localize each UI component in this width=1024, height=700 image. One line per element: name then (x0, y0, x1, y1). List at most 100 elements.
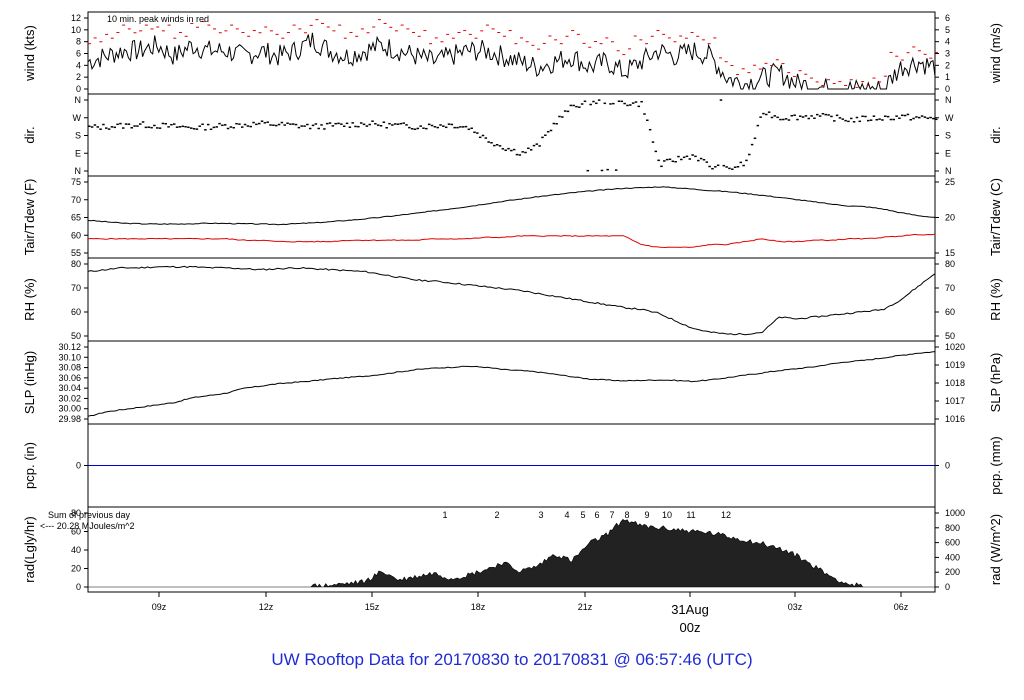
ytick-label-right-dir: N (945, 166, 952, 176)
ytick-label-right-rh: 70 (945, 283, 955, 293)
ytick-label-right-rad: 800 (945, 523, 960, 533)
ytick-label-left-rad: 0 (76, 582, 81, 592)
ytick-label-left-dir: N (75, 95, 82, 105)
ytick-label-right-temp: 25 (945, 177, 955, 187)
tdew-series (87, 233, 936, 249)
panel-frame-slp (87, 340, 936, 425)
ytick-label-left-wind: 8 (76, 37, 81, 47)
radiation-area (88, 519, 935, 588)
hour-marker: 8 (624, 510, 629, 520)
rad-annotation-line1: Sum of previous day (48, 510, 131, 520)
midnight-label: 00z (680, 620, 701, 635)
ytick-label-left-wind: 2 (76, 72, 81, 82)
wind-series (87, 32, 936, 91)
figure-title: UW Rooftop Data for 20170830 to 20170831… (271, 650, 753, 669)
ylabel-right-slp: SLP (hPa) (988, 353, 1003, 413)
ytick-label-right-rh: 50 (945, 331, 955, 341)
date-label: 31Aug (671, 602, 709, 617)
ytick-label-right-slp: 1016 (945, 414, 965, 424)
ytick-label-left-slp: 30.12 (58, 342, 81, 352)
ytick-label-left-rh: 50 (71, 331, 81, 341)
ytick-label-left-wind: 0 (76, 84, 81, 94)
hour-marker: 2 (494, 510, 499, 520)
hour-marker: 10 (662, 510, 672, 520)
ylabel-right-pcp: pcp. (mm) (988, 436, 1003, 495)
ylabel-right-wind: wind (m/s) (988, 23, 1003, 84)
ytick-label-right-slp: 1019 (945, 360, 965, 370)
ytick-label-right-wind: 1 (945, 72, 950, 82)
panel-frame-temp (87, 175, 936, 259)
xtick-label: 06z (894, 602, 909, 612)
ylabel-left-wind: wind (kts) (22, 25, 37, 82)
ytick-label-left-dir: N (75, 166, 82, 176)
ytick-label-left-slp: 30.02 (58, 393, 81, 403)
hour-marker: 7 (609, 510, 614, 520)
ytick-label-left-slp: 30.08 (58, 363, 81, 373)
ytick-label-left-rh: 60 (71, 307, 81, 317)
ytick-label-right-dir: W (945, 113, 954, 123)
xtick-label: 18z (471, 602, 486, 612)
ytick-label-right-temp: 15 (945, 248, 955, 258)
ytick-label-right-wind: 6 (945, 13, 950, 23)
ytick-label-left-dir: E (75, 148, 81, 158)
ytick-label-right-rad: 200 (945, 567, 960, 577)
ytick-label-left-rad: 20 (71, 564, 81, 574)
ytick-label-right-wind: 3 (945, 49, 950, 59)
ytick-label-left-wind: 6 (76, 49, 81, 59)
ytick-label-left-temp: 75 (71, 177, 81, 187)
ylabel-left-slp: SLP (inHg) (22, 351, 37, 414)
xtick-label: 12z (259, 602, 274, 612)
ytick-label-right-rad: 600 (945, 538, 960, 548)
panel-frame-dir (87, 93, 936, 177)
ytick-label-right-wind: 4 (945, 37, 950, 47)
ytick-label-left-wind: 12 (71, 13, 81, 23)
ytick-label-left-rad: 80 (71, 508, 81, 518)
xtick-label: 03z (788, 602, 803, 612)
ytick-label-right-wind: 2 (945, 60, 950, 70)
ylabel-right-temp: Tair/Tdew (C) (988, 178, 1003, 256)
ytick-label-right-wind: 5 (945, 25, 950, 35)
hour-marker: 3 (538, 510, 543, 520)
wind-annotation: 10 min. peak winds in red (107, 14, 209, 24)
ytick-label-left-dir: S (75, 131, 81, 141)
panel-frame-rh (87, 257, 936, 342)
ylabel-left-pcp: pcp. (in) (22, 442, 37, 489)
ytick-label-right-dir: S (945, 131, 951, 141)
xtick-label: 21z (578, 602, 593, 612)
ytick-label-right-temp: 20 (945, 213, 955, 223)
panel-frame-wind (87, 11, 936, 95)
ytick-label-right-slp: 1020 (945, 342, 965, 352)
hour-marker: 1 (442, 510, 447, 520)
ytick-label-right-slp: 1018 (945, 378, 965, 388)
ytick-label-left-temp: 60 (71, 230, 81, 240)
ytick-label-left-dir: W (73, 113, 82, 123)
ytick-label-left-temp: 55 (71, 248, 81, 258)
slp-series (87, 351, 936, 417)
ytick-label-left-slp: 30.00 (58, 404, 81, 414)
ytick-label-right-rh: 60 (945, 307, 955, 317)
ytick-label-left-rad: 60 (71, 527, 81, 537)
rh-series (87, 265, 936, 336)
ylabel-right-rh: RH (%) (988, 278, 1003, 321)
ytick-label-left-wind: 4 (76, 60, 81, 70)
ytick-label-left-slp: 30.06 (58, 373, 81, 383)
hour-marker: 11 (686, 510, 695, 520)
ytick-label-left-temp: 70 (71, 195, 81, 205)
hour-marker: 12 (721, 510, 731, 520)
ytick-label-left-slp: 30.04 (58, 383, 81, 393)
ylabel-left-temp: Tair/Tdew (F) (22, 179, 37, 256)
ytick-label-left-temp: 65 (71, 213, 81, 223)
hour-marker: 5 (580, 510, 585, 520)
ytick-label-right-rad: 1000 (945, 508, 965, 518)
ytick-label-right-pcp: 0 (945, 461, 950, 471)
xtick-label: 09z (152, 602, 167, 612)
ylabel-right-rad: rad (W/m^2) (988, 514, 1003, 585)
hour-marker: 9 (644, 510, 649, 520)
ytick-label-left-slp: 29.98 (58, 414, 81, 424)
ylabel-left-rh: RH (%) (22, 278, 37, 321)
ylabel-right-dir: dir. (988, 126, 1003, 143)
hour-marker: 6 (594, 510, 599, 520)
ytick-label-left-rad: 40 (71, 545, 81, 555)
ytick-label-right-rh: 80 (945, 259, 955, 269)
